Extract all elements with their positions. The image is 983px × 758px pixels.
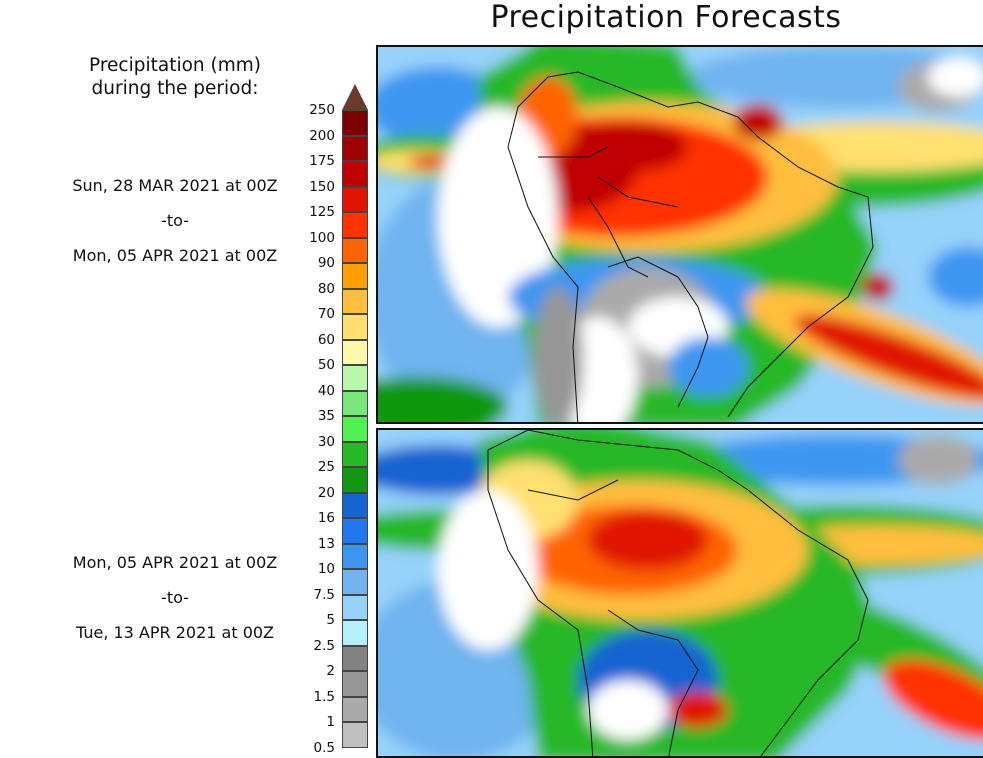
colorbar-segment	[342, 441, 368, 467]
colorbar-tick-label: 7.5	[313, 586, 335, 603]
colorbar-tick-label: 200	[309, 127, 335, 144]
colorbar-tick-label: 13	[317, 535, 335, 552]
colorbar-tick-label: 1.5	[313, 688, 335, 705]
colorbar-segment	[342, 696, 368, 722]
colorbar-segment	[342, 416, 368, 442]
colorbar-segment	[342, 569, 368, 595]
chart-title: Precipitation Forecasts	[490, 0, 842, 35]
colorbar-tick-label: 5	[326, 612, 335, 628]
colorbar-tick-label: 250	[309, 102, 335, 118]
colorbar-segment	[342, 518, 368, 544]
colorbar-tick-label: 100	[309, 229, 335, 246]
colorbar-segment	[342, 314, 368, 340]
legend-heading-line2: during the period:	[91, 78, 259, 99]
colorbar-tick-label: 70	[317, 306, 335, 322]
colorbar-segment	[342, 161, 368, 187]
colorbar-segment	[342, 492, 368, 518]
colorbar-segment	[342, 237, 368, 263]
forecast-map-week1	[376, 45, 983, 424]
colorbar-segment	[342, 390, 368, 416]
colorbar-tick-label: 35	[317, 408, 335, 424]
colorbar-segment	[342, 263, 368, 289]
colorbar-tick-label: 90	[317, 255, 335, 271]
colorbar-tick-label: 0.5	[313, 739, 335, 756]
colorbar-tick-label: 16	[317, 510, 335, 526]
colorbar-segment	[342, 365, 368, 391]
forecast-map-week2	[376, 428, 983, 758]
colorbar-tick-label: 60	[317, 331, 335, 348]
colorbar-segment	[342, 671, 368, 697]
colorbar-segment	[342, 467, 368, 493]
colorbar-tick-label: 80	[317, 280, 335, 297]
colorbar-tick-label: 125	[309, 204, 335, 220]
period2-start: Mon, 05 APR 2021 at 00Z	[72, 553, 278, 572]
colorbar-tick-label: 25	[317, 459, 335, 475]
colorbar-segment	[342, 543, 368, 569]
colorbar-tick-label: 2	[326, 663, 335, 679]
colorbar-segment	[342, 620, 368, 646]
colorbar-tick-label: 1	[326, 714, 335, 730]
colorbar-segment	[342, 135, 368, 161]
colorbar-tick-label: 30	[317, 433, 335, 450]
colorbar-tick-label: 20	[317, 484, 335, 501]
period1-end: Mon, 05 APR 2021 at 00Z	[72, 246, 278, 265]
colorbar-segment	[342, 722, 368, 748]
colorbar-segment	[342, 212, 368, 238]
period1-start: Sun, 28 MAR 2021 at 00Z	[72, 176, 278, 195]
colorbar-segment	[342, 594, 368, 620]
colorbar-tick-label: 40	[317, 382, 335, 399]
period1-separator: -to-	[161, 211, 189, 230]
legend-heading: Precipitation (mm) during the period:	[40, 54, 310, 100]
colorbar-segment	[342, 288, 368, 314]
colorbar-segment	[342, 339, 368, 365]
period2-separator: -to-	[161, 588, 189, 607]
period2-end: Tue, 13 APR 2021 at 00Z	[75, 623, 275, 642]
legend-heading-line1: Precipitation (mm)	[89, 55, 261, 76]
colorbar-tick-label: 175	[309, 153, 335, 169]
colorbar-tick-label: 10	[317, 561, 335, 577]
colorbar-segment	[342, 110, 368, 136]
colorbar-tick-label: 50	[317, 357, 335, 373]
colorbar-segment	[342, 186, 368, 212]
colorbar-overflow-arrow	[342, 84, 368, 110]
colorbar-tick-label: 150	[309, 178, 335, 195]
colorbar-segment	[342, 645, 368, 671]
colorbar-tick-label: 2.5	[313, 637, 335, 654]
